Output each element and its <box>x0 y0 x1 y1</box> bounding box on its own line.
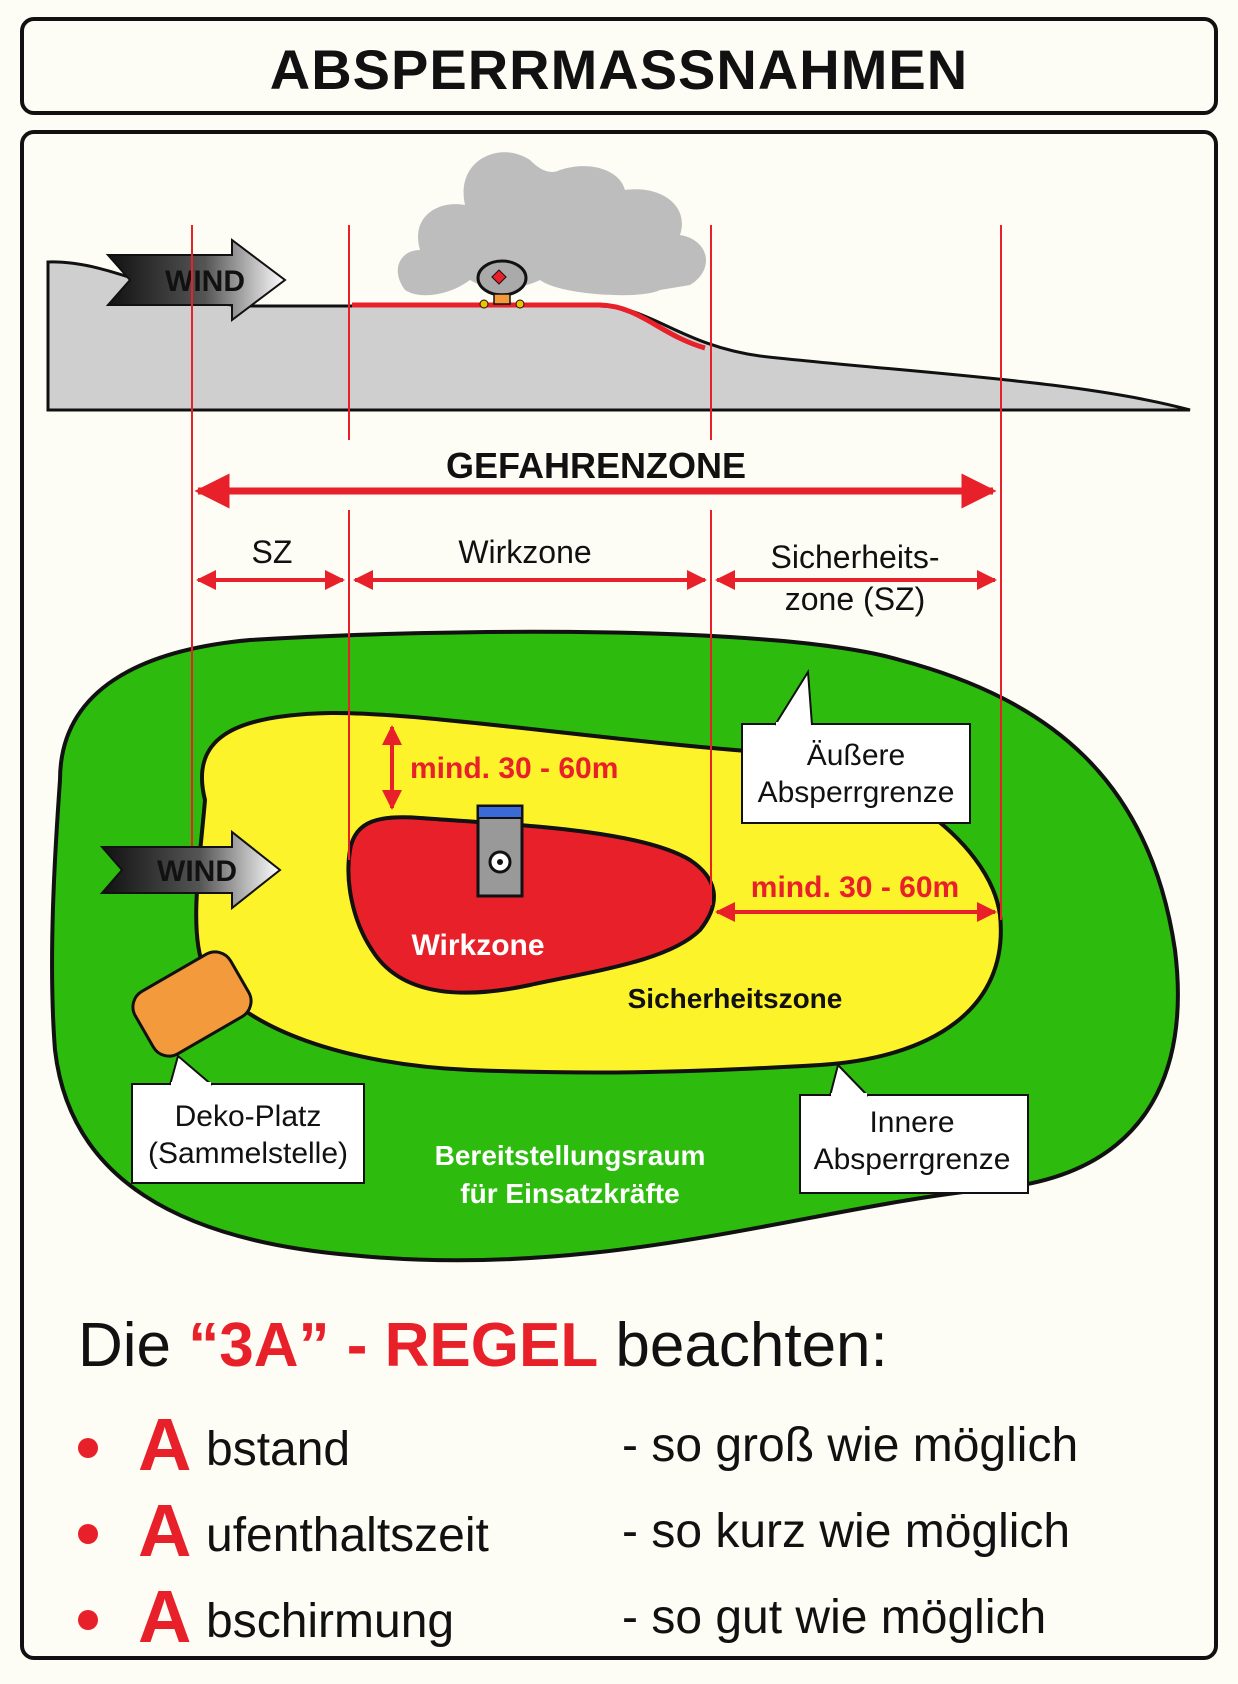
distance-vertical-label: mind. 30 - 60m <box>410 752 618 785</box>
bereitstellung-label-2: für Einsatzkräfte <box>460 1178 679 1209</box>
terrain-profile: WIND <box>46 152 1191 412</box>
aeussere-label-1: Äußere <box>807 739 905 772</box>
rule-item-letter: A <box>138 1489 192 1572</box>
zone-boundary-lines <box>191 225 1002 920</box>
contaminated-ground <box>352 302 706 351</box>
rule-item-letter: A <box>138 1403 192 1486</box>
rule-item-note: - so groß wie möglich <box>622 1419 1079 1472</box>
title-box: ABSPERRMASSNAHMEN <box>20 17 1218 115</box>
sicherheitszone-top-label-2: zone (SZ) <box>785 581 925 617</box>
page-title: ABSPERRMASSNAHMEN <box>269 38 969 101</box>
callout-innere-absperrgrenze: Innere Absperrgrenze <box>799 1063 1029 1194</box>
rule-prefix: Die <box>78 1311 189 1380</box>
deko-label-2: (Sammelstelle) <box>148 1137 348 1170</box>
rule-suffix: beachten: <box>598 1311 888 1380</box>
gefahrenzone-label: GEFAHRENZONE <box>446 445 746 486</box>
tank-vehicle-icon <box>476 259 528 309</box>
innere-label-2: Absperrgrenze <box>814 1143 1011 1176</box>
zone-diagram: WIND GEFAHRENZONE SZ Wirkzone Sicherheit… <box>46 152 1191 1263</box>
wirkzone-label: Wirkzone <box>411 929 544 962</box>
distance-horizontal-label: mind. 30 - 60m <box>751 871 959 904</box>
smoke-cloud <box>397 152 707 296</box>
wind-label-bottom: WIND <box>157 855 237 888</box>
innere-label-1: Innere <box>869 1106 954 1139</box>
callout-deko-platz: Deko-Platz (Sammelstelle) <box>131 1054 365 1184</box>
rule-item-word: ufenthaltszeit <box>206 1509 489 1562</box>
wirkzone-top-label: Wirkzone <box>458 534 591 570</box>
bullet-icon <box>78 1438 98 1458</box>
rule-heading: Die “3A” - REGEL beachten: <box>78 1310 1198 1381</box>
wind-arrow-bottom: WIND <box>99 829 282 911</box>
container-icon <box>476 804 524 898</box>
bereitstellung-label-1: Bereitstellungsraum <box>435 1140 706 1171</box>
callout-aeussere-absperrgrenze: Äußere Absperrgrenze <box>741 668 971 824</box>
rule-item-aufenthaltszeit: A ufenthaltszeit - so kurz wie möglich <box>78 1489 1178 1598</box>
deko-platz-shape <box>131 950 253 1058</box>
rule-item-letter: A <box>138 1575 192 1658</box>
rule-item-word: bstand <box>206 1423 351 1476</box>
rule-item-note: - so kurz wie möglich <box>622 1505 1071 1558</box>
deko-label-1: Deko-Platz <box>175 1100 322 1133</box>
sicherheitszone-top-label-1: Sicherheits- <box>771 539 940 575</box>
wind-label-top: WIND <box>165 265 245 298</box>
bullet-icon <box>78 1524 98 1544</box>
wind-arrow-top: WIND <box>105 237 287 323</box>
wirkzone-area <box>346 815 716 995</box>
rule-item-word: bschirmung <box>206 1595 455 1648</box>
rule-item-abschirmung: A bschirmung - so gut wie möglich <box>78 1575 1178 1684</box>
bullet-icon <box>78 1610 98 1630</box>
rule-item-note: - so gut wie möglich <box>622 1591 1047 1644</box>
aeussere-label-2: Absperrgrenze <box>758 776 955 809</box>
sz-left-label: SZ <box>252 534 293 570</box>
rule-item-abstand: A bstand - so groß wie möglich <box>78 1403 1178 1512</box>
sicherheitszone-label: Sicherheitszone <box>628 983 843 1014</box>
rule-highlight: “3A” - REGEL <box>188 1311 599 1380</box>
